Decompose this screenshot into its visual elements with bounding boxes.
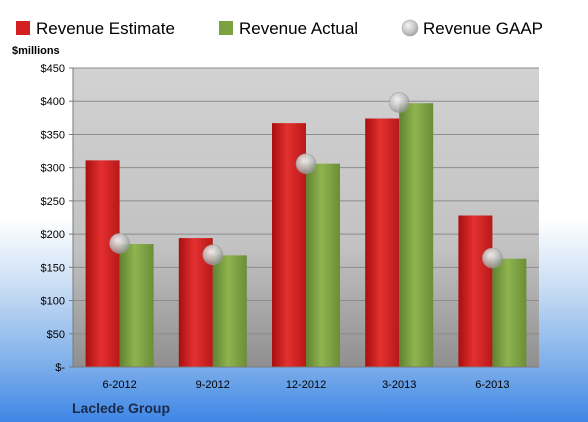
bar-revenue-estimate xyxy=(365,118,400,368)
marker-revenue-gaap xyxy=(202,244,224,266)
bar-revenue-actual xyxy=(119,244,154,367)
marker-revenue-gaap xyxy=(109,233,130,254)
marker-revenue-gaap xyxy=(295,153,317,175)
x-tick-label: 3-2013 xyxy=(382,379,416,391)
bar-revenue-actual xyxy=(399,103,434,368)
legend-label: Revenue Actual xyxy=(239,19,358,38)
y-tick-label: $250 xyxy=(41,196,65,208)
x-tick-label: 9-2012 xyxy=(196,379,230,391)
y-tick-label: $300 xyxy=(41,163,65,175)
legend: Revenue Estimate Revenue Actual Revenue GA… xyxy=(16,19,543,38)
x-tick-label: 6-2012 xyxy=(102,379,136,391)
legend-swatch-actual xyxy=(219,21,233,35)
x-tick-label: 12-2012 xyxy=(286,379,326,391)
y-tick-label: $- xyxy=(55,362,65,374)
y-tick-label: $200 xyxy=(41,229,65,241)
bar-revenue-estimate xyxy=(458,215,493,367)
legend-swatch-gaap xyxy=(401,19,419,37)
gaap-markers xyxy=(109,92,503,269)
x-tick-label: 6-2013 xyxy=(475,379,509,391)
bars xyxy=(85,103,527,368)
bar-revenue-actual xyxy=(212,255,247,367)
bar-revenue-actual xyxy=(306,163,340,367)
legend-swatch-estimate xyxy=(16,21,30,35)
y-tick-label: $450 xyxy=(41,63,65,75)
y-axis-label: $millions xyxy=(12,45,60,57)
y-tick-label: $50 xyxy=(47,329,65,341)
y-axis-ticks: $- $50 $100 $150 $200 $250 $300 $350 $400 $450 xyxy=(41,63,73,374)
legend-label: Revenue Estimate xyxy=(36,19,175,38)
marker-revenue-gaap xyxy=(481,247,503,269)
y-tick-label: $100 xyxy=(41,296,65,308)
x-axis-ticks: 6-2012 9-2012 12-2012 3-2013 6-2013 xyxy=(102,379,509,391)
legend-label: Revenue GAAP xyxy=(423,19,543,38)
marker-revenue-gaap xyxy=(388,92,410,113)
y-tick-label: $400 xyxy=(41,96,65,108)
y-tick-label: $150 xyxy=(41,262,65,274)
y-tick-label: $350 xyxy=(41,129,65,141)
company-name: Laclede Group xyxy=(72,400,170,416)
bar-revenue-estimate xyxy=(85,160,120,367)
bar-revenue-actual xyxy=(492,258,527,367)
